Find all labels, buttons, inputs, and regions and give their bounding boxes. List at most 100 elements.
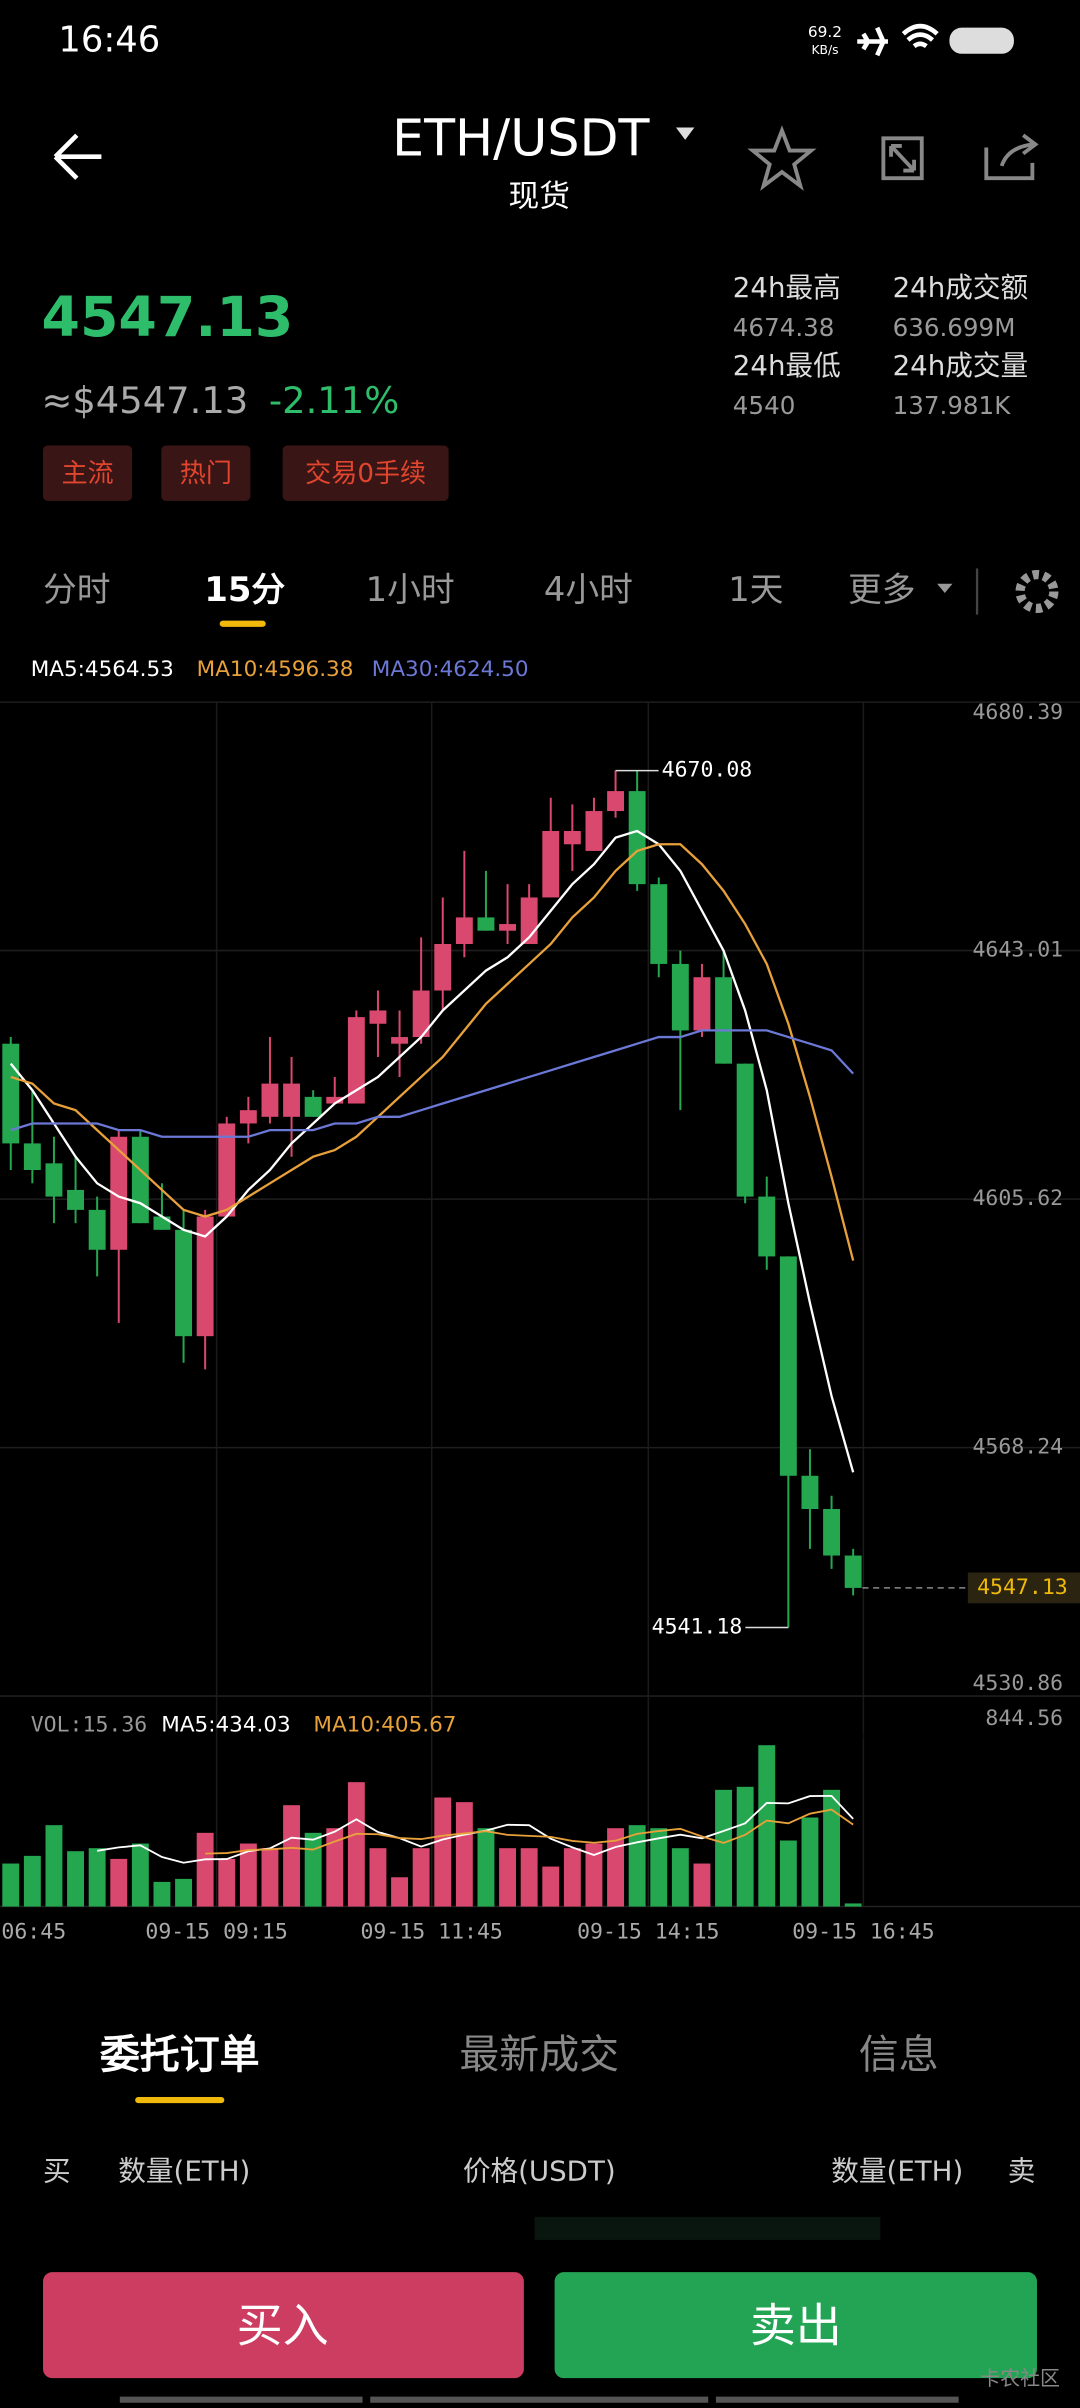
- ma-line: [10, 843, 855, 1261]
- ma-legend: MA5:4564.53: [31, 657, 174, 682]
- candle-body: [23, 1143, 41, 1171]
- sell-label[interactable]: 卖出: [750, 2299, 842, 2353]
- pair-dropdown[interactable]: [675, 127, 695, 140]
- interval-tab[interactable]: 4小时: [544, 570, 633, 609]
- volume-bar: [736, 1786, 754, 1907]
- candle-body: [347, 1017, 365, 1104]
- volume-bar: [283, 1805, 301, 1907]
- volume-bar: [45, 1825, 63, 1907]
- ma-legend: MA30:4624.50: [372, 657, 529, 682]
- volume-bar: [412, 1848, 430, 1907]
- net-speed: 69.2: [808, 23, 842, 41]
- tag-bg: [43, 445, 133, 501]
- pair-title[interactable]: ETH/USDT: [392, 108, 650, 167]
- volume-bar: [369, 1848, 387, 1907]
- candle-body: [758, 1196, 776, 1257]
- high-label: 4670.08: [662, 758, 753, 783]
- volume-bar: [239, 1843, 257, 1907]
- interval-tab[interactable]: 1天: [728, 570, 783, 609]
- candle-body: [585, 811, 603, 851]
- bottom-tab[interactable]: 委托订单: [100, 2032, 260, 2078]
- candle-body: [412, 990, 430, 1038]
- settings-button[interactable]: [1015, 569, 1059, 613]
- candle-body: [369, 1010, 387, 1024]
- candle-body: [131, 1136, 149, 1224]
- candle-body: [45, 1163, 63, 1197]
- volume-bar: [823, 1789, 841, 1907]
- stat-value: 636.699M: [893, 313, 1016, 342]
- buy-label[interactable]: 买入: [237, 2299, 329, 2353]
- last-price-label: 4547.13: [977, 1575, 1068, 1600]
- wifi-icon: [901, 23, 939, 49]
- volume-bar: [67, 1851, 85, 1907]
- candle-body: [693, 977, 711, 1031]
- price-change: -2.11%: [269, 379, 399, 422]
- favorite-button[interactable]: [747, 125, 817, 191]
- candle-body: [779, 1256, 797, 1476]
- back-button[interactable]: [53, 133, 102, 180]
- volume-bar: [477, 1828, 495, 1907]
- stat-label: 24h成交量: [893, 349, 1029, 382]
- stat-label: 24h成交额: [893, 271, 1029, 304]
- interval-tab[interactable]: 分时: [43, 570, 111, 609]
- ma-line: [10, 1029, 854, 1138]
- volume-bar: [499, 1848, 517, 1907]
- candle-body: [218, 1123, 236, 1217]
- volume-bar: [801, 1817, 819, 1907]
- interval-tab[interactable]: 15分: [204, 570, 285, 609]
- share-button[interactable]: [984, 133, 1039, 181]
- stat-label: 24h最高: [733, 271, 841, 304]
- candle-body: [261, 1083, 279, 1117]
- buy-button[interactable]: [43, 2272, 524, 2379]
- volume-bar: [261, 1848, 279, 1907]
- volume-bar: [347, 1782, 365, 1907]
- tab-indicator: [219, 620, 266, 627]
- volume-bar: [2, 1863, 20, 1907]
- gear-hole: [1030, 585, 1044, 598]
- volume-bar: [175, 1878, 193, 1907]
- volume-bar: [23, 1855, 41, 1907]
- candle-body: [823, 1509, 841, 1556]
- volume-bar: [844, 1903, 862, 1907]
- depth-bar: [534, 2216, 881, 2240]
- volume-bar: [671, 1848, 689, 1907]
- candle-body: [650, 884, 668, 964]
- x-tick-label: 06:45: [1, 1920, 66, 1945]
- bottom-tab[interactable]: 最新成交: [459, 2032, 619, 2078]
- volume-bar: [131, 1843, 149, 1907]
- candle-body: [628, 791, 646, 885]
- candle-body: [801, 1475, 819, 1510]
- candle-body: [715, 977, 733, 1064]
- bottom-tab[interactable]: 信息: [859, 2032, 939, 2078]
- interval-tab[interactable]: 1小时: [366, 570, 455, 609]
- candle-body: [607, 791, 625, 812]
- y-tick-label: 4643.01: [972, 938, 1063, 963]
- order-header: 价格(USDT): [463, 2154, 616, 2187]
- order-header: 卖: [1008, 2154, 1036, 2187]
- more-arrow: [937, 583, 953, 594]
- sell-button[interactable]: [554, 2272, 1037, 2379]
- tag: 主流: [61, 459, 113, 489]
- tag: 交易0手续: [305, 459, 426, 489]
- volume-bar: [153, 1881, 171, 1907]
- x-tick-label: 09-15 11:45: [360, 1920, 502, 1945]
- volume-bar: [88, 1848, 106, 1907]
- volume-bar: [758, 1745, 776, 1907]
- stat-value: 137.981K: [893, 391, 1012, 420]
- candle-body: [239, 1110, 257, 1124]
- net-unit: KB/s: [811, 43, 838, 57]
- y-tick-label: 4568.24: [972, 1435, 1063, 1460]
- volume-bar: [326, 1828, 344, 1907]
- fullscreen-button[interactable]: [881, 136, 924, 181]
- watermark: 卡农社区: [980, 2366, 1060, 2390]
- interval-tab[interactable]: 更多: [848, 570, 916, 609]
- tab-indicator: [135, 2097, 225, 2104]
- volume-bar: [693, 1863, 711, 1907]
- volume-bar: [520, 1848, 538, 1907]
- candle-body: [455, 917, 473, 944]
- candle-body: [283, 1083, 301, 1117]
- x-tick-label: 09-15 09:15: [145, 1920, 287, 1945]
- candle-body: [153, 1216, 171, 1230]
